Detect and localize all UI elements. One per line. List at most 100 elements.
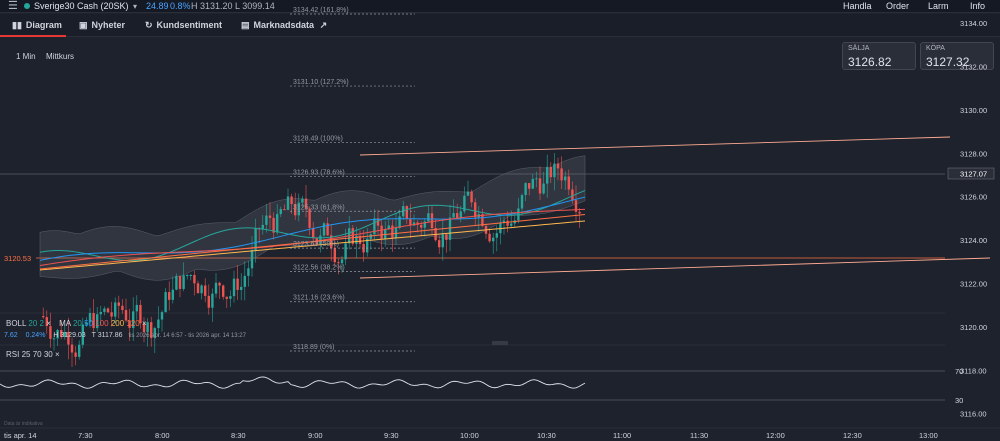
candle-body <box>294 204 297 216</box>
refresh-icon: ↻ <box>145 20 153 30</box>
fib-label-4: 3125.33 (61.8%) <box>293 204 345 211</box>
candle-body <box>567 176 570 190</box>
price-tick-2: 3130.00 <box>960 106 987 115</box>
candle-body <box>502 220 506 223</box>
price-tick-8: 3118.00 <box>960 366 987 375</box>
sell-quote-button[interactable]: SÄLJA 3126.82 <box>842 42 916 70</box>
candle-body <box>376 218 380 226</box>
menu-larm[interactable]: Larm <box>928 1 949 11</box>
candle-body <box>160 312 164 320</box>
interval-button[interactable]: 1 Min <box>16 52 36 61</box>
candle-body <box>67 331 70 345</box>
tab-bar: ▮▮ Diagram ▣ Nyheter ↻ Kundsentiment ▤ Markn… <box>0 14 1000 37</box>
tab-nyheter[interactable]: ▣ Nyheter <box>79 20 126 30</box>
candle-body <box>538 178 542 194</box>
change-percent: 0.8% <box>170 1 191 11</box>
candle-body <box>571 189 574 201</box>
candle-body <box>319 235 322 245</box>
candle-body <box>520 195 524 209</box>
candle-body <box>85 322 88 325</box>
candle-body <box>366 238 369 253</box>
candle-body <box>481 214 484 226</box>
rsi-30-label: 30 <box>955 396 963 405</box>
candle-body <box>132 311 135 328</box>
symbol-name[interactable]: Sverige30 Cash (20SK) <box>34 1 129 11</box>
buy-quote-button[interactable]: KÖPA 3127.32 <box>920 42 994 70</box>
candle-body <box>506 220 509 226</box>
menu-icon[interactable]: ☰ <box>8 0 18 12</box>
time-tick-4: 9:00 <box>308 431 323 440</box>
candle-body <box>45 317 48 327</box>
legend-boll[interactable]: BOLL 20 2 × MA 20 50 100 200 120 × <box>6 319 147 328</box>
candle-body <box>175 275 178 290</box>
candle-body <box>200 285 203 294</box>
candle-body <box>286 196 290 210</box>
candle-body <box>466 191 470 196</box>
candle-body <box>308 208 311 228</box>
fib-label-2: 3128.49 (100%) <box>293 136 343 143</box>
close-icon[interactable]: × <box>142 319 147 328</box>
channel-top-line <box>359 136 951 156</box>
candle-body <box>535 178 538 180</box>
candle-body <box>430 213 434 229</box>
candle-body <box>391 225 394 238</box>
current-price-tag <box>947 167 995 180</box>
price-mode-button[interactable]: Mittkurs <box>46 52 74 61</box>
candle-body <box>326 223 329 236</box>
candle-body <box>452 213 455 218</box>
menu-info[interactable]: Info <box>970 1 986 11</box>
tab-kundsentiment[interactable]: ↻ Kundsentiment <box>145 20 223 30</box>
candle-body <box>358 235 362 244</box>
close-icon[interactable]: × <box>55 350 60 359</box>
candle-body <box>171 289 174 300</box>
candle-body <box>441 234 444 248</box>
price-tick-7: 3120.00 <box>960 323 987 332</box>
tab-marknadsdata[interactable]: ▤ Marknadsdata ↗ <box>241 20 328 30</box>
candle-body <box>232 278 236 297</box>
ma-120-line <box>39 214 586 270</box>
candle-body <box>106 308 110 313</box>
legend-rsi[interactable]: RSI 25 70 30 × <box>6 350 60 359</box>
candle-body <box>427 213 430 222</box>
candle-body <box>153 328 156 338</box>
buy-value: 3127.32 <box>926 55 970 69</box>
candle-body <box>355 235 358 244</box>
chevron-down-icon[interactable]: ▾ <box>133 2 138 11</box>
candle-body <box>128 320 131 328</box>
candle-body <box>196 283 200 294</box>
menu-handla[interactable]: Handla <box>843 1 872 11</box>
news-icon: ▣ <box>79 20 88 30</box>
price-tick-1: 3132.00 <box>960 63 987 72</box>
external-link-icon: ↗ <box>319 20 328 30</box>
candle-body <box>380 225 383 239</box>
close-icon[interactable]: × <box>46 319 51 328</box>
candle-body <box>322 223 326 236</box>
candle-body <box>330 235 333 249</box>
time-tick-7: 10:30 <box>537 431 556 440</box>
menu-order[interactable]: Order <box>886 1 910 11</box>
candle-body <box>488 233 491 242</box>
legend-values: 7.62 0.24% H 3129.03 T 3117.86 tis 2026 … <box>4 332 246 339</box>
candle-body <box>150 322 153 338</box>
footer-note: Data är indikativa <box>4 421 43 427</box>
candle-body <box>578 211 581 214</box>
candle-body <box>470 191 473 203</box>
candle-body <box>124 310 128 321</box>
candle-body <box>229 296 232 299</box>
candle-body <box>178 275 182 289</box>
candle-body <box>52 338 56 340</box>
candle-body <box>114 302 117 317</box>
candle-body <box>333 248 336 263</box>
time-tick-9: 11:30 <box>690 431 708 440</box>
candle-body <box>409 218 412 226</box>
candle-body <box>78 344 81 357</box>
candle-body <box>261 224 264 229</box>
candle-body <box>499 222 502 234</box>
candle-body <box>553 163 556 178</box>
book-icon: ▤ <box>241 20 250 30</box>
fib-label-8: 3118.89 (0%) <box>293 344 335 351</box>
tab-diagram[interactable]: ▮▮ Diagram <box>0 14 66 37</box>
price-tick-9: 3116.00 <box>960 410 987 419</box>
candle-body <box>218 282 221 286</box>
